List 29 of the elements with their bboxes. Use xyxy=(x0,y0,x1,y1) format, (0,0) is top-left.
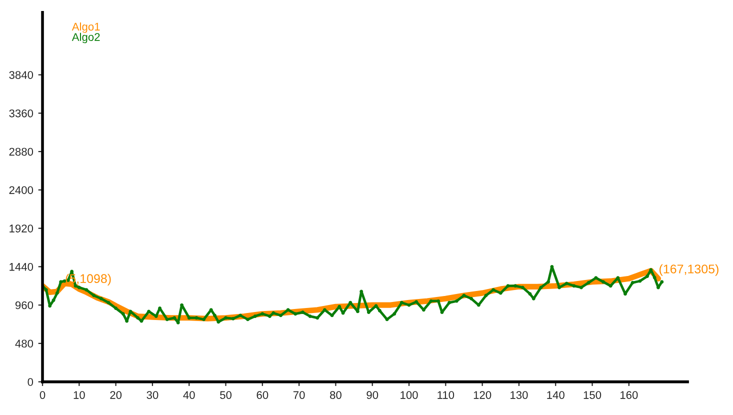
y-tick-label: 3360 xyxy=(9,109,34,118)
y-tick-label: 960 xyxy=(15,301,34,310)
x-tick-label: 100 xyxy=(400,391,418,399)
x-tick-label: 60 xyxy=(256,391,268,399)
annotation: (167,1305) xyxy=(660,264,718,276)
x-tick-label: 140 xyxy=(547,391,564,399)
x-tick-label: 90 xyxy=(366,391,378,399)
x-tick-label: 10 xyxy=(74,391,85,399)
x-tick-label: 160 xyxy=(620,391,638,399)
text: Algo1 xyxy=(72,22,100,33)
x-tick-label: 0 xyxy=(40,391,46,399)
y-tick-label: 0 xyxy=(28,378,34,386)
x-tick-label: 120 xyxy=(474,391,492,399)
y-tick-label: 480 xyxy=(15,340,34,348)
x-tick-label: 50 xyxy=(220,391,232,399)
y-tick-label: 2880 xyxy=(9,148,34,156)
x-tick-label: 20 xyxy=(110,391,122,399)
x-tick-label: 130 xyxy=(510,391,528,399)
x-tick-label: 40 xyxy=(183,391,195,399)
text: Algo2 xyxy=(72,32,100,44)
y-tick-label: 1920 xyxy=(10,224,34,232)
x-tick-label: 150 xyxy=(584,391,602,399)
y-tick-label: 2400 xyxy=(9,186,34,194)
y-tick-label: 1440 xyxy=(10,262,34,271)
x-tick-label: 80 xyxy=(330,391,342,399)
x-tick-label: 70 xyxy=(293,391,305,399)
x-tick-label: 30 xyxy=(146,391,158,399)
x-tick-label: 110 xyxy=(438,391,454,399)
y-tick-label: 3840 xyxy=(9,71,34,79)
